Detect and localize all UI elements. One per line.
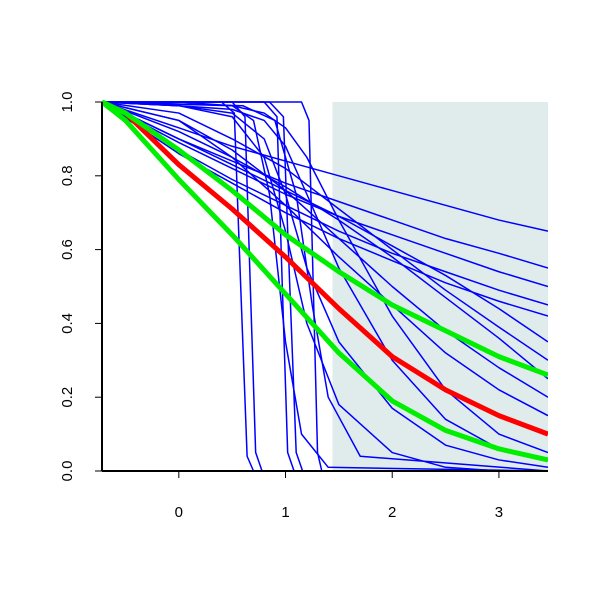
y-tick-label: 0.4 [59,313,76,334]
curve [102,101,548,361]
x-tick-label: 2 [388,504,396,521]
curve [102,100,548,378]
curve [102,101,548,417]
y-tick-label: 0.6 [59,239,76,260]
axes: 0 1 2 3 0.0 0.2 0.4 0.6 0.8 1.0 [59,92,548,521]
curve [102,100,548,437]
y-tick-label: 0.8 [59,165,76,186]
curve [102,101,548,398]
x-tick-label: 3 [495,504,503,521]
plot-area [102,100,548,472]
x-tick-label: 1 [281,504,289,521]
curve [102,101,548,306]
curve [102,101,548,461]
x-tick-label: 0 [175,504,183,521]
curve [102,101,548,232]
curve [102,101,548,472]
y-tick-label: 0.2 [59,387,76,408]
curve [102,101,548,343]
curve [102,101,548,269]
curve [102,100,548,463]
y-tick-label: 0.0 [59,461,76,482]
y-tick-label: 1.0 [59,92,76,113]
curve [102,101,548,472]
